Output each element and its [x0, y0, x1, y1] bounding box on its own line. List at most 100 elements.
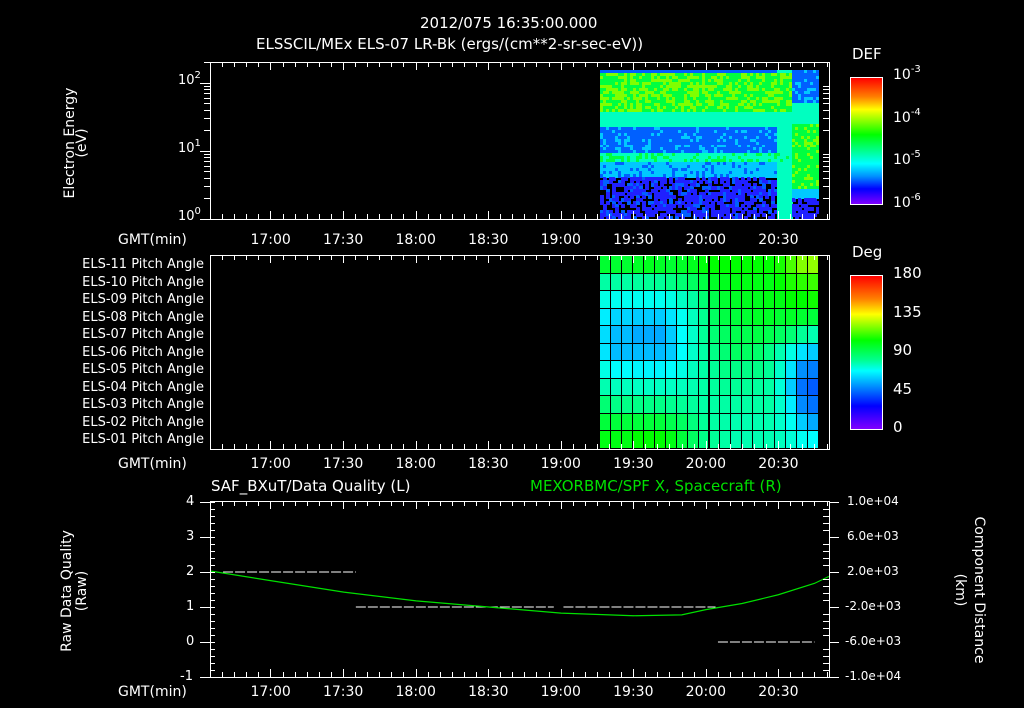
spectrogram-cell: [705, 99, 709, 104]
spectrogram-cell: [711, 75, 715, 80]
spectrogram-cell: [741, 153, 745, 157]
x-tick: [548, 501, 550, 506]
spectrogram-cell: [765, 204, 769, 208]
spectrogram-cell: [618, 117, 622, 122]
x-tick: [318, 62, 320, 67]
time-tick-label: 17:30: [322, 456, 364, 472]
spectrogram-cell: [612, 213, 616, 217]
spectrogram-cell: [624, 171, 628, 175]
gmt-label-2: GMT(min): [118, 456, 187, 472]
spectrogram-cell: [801, 126, 805, 131]
pitch-angle-cell: [709, 291, 721, 309]
y-minor-tick: [204, 165, 210, 167]
spectrogram-cell: [690, 186, 694, 190]
spectrogram-cell: [780, 159, 784, 163]
spectrogram-cell: [756, 150, 760, 154]
spectrogram-cell: [666, 204, 670, 208]
spectrogram-cell: [669, 96, 673, 101]
spectrogram-cell: [762, 162, 766, 166]
spectrogram-cell: [699, 165, 703, 169]
spectrogram-cell: [747, 147, 751, 151]
x-tick: [306, 255, 308, 260]
pitch-angle-cell: [709, 326, 721, 344]
spectrogram-cell: [636, 70, 640, 74]
spectrogram-cell: [651, 138, 655, 142]
spectrogram-cell: [801, 111, 805, 116]
spectrogram-cell: [636, 192, 640, 196]
pitch-angle-cell: [742, 378, 754, 397]
spectrogram-cell: [750, 105, 754, 110]
x-tick: [802, 214, 804, 219]
spectrogram-cell: [669, 108, 673, 113]
spectrogram-cell: [744, 141, 748, 145]
spectrogram-cell: [723, 174, 727, 178]
spectrogram-cell: [708, 144, 712, 148]
spectrogram-cell: [804, 90, 808, 95]
spectrogram-cell: [672, 70, 676, 74]
spectrogram-cell: [609, 70, 613, 74]
spectrogram-cell: [633, 153, 637, 157]
spectrogram-cell: [804, 165, 808, 169]
spectrogram-cell: [804, 186, 808, 190]
spectrogram-cell: [693, 81, 697, 86]
spectrogram-cell: [750, 111, 754, 116]
x-tick: [415, 441, 417, 449]
spectrogram-cell: [705, 198, 709, 202]
spectrogram-cell: [603, 207, 607, 211]
spectrogram-cell: [735, 132, 739, 137]
spectrogram-cell: [732, 123, 736, 128]
spectrogram-cell: [705, 165, 709, 169]
spectrogram-cell: [648, 81, 652, 86]
spectrogram-cell: [729, 84, 733, 89]
spectrogram-cell: [699, 171, 703, 175]
spectrogram-cell: [714, 111, 718, 116]
spectrogram-cell: [786, 70, 790, 74]
spectrogram-cell: [636, 162, 640, 166]
spectrogram-cell: [645, 70, 649, 74]
spectrogram-cell: [759, 87, 763, 92]
spectrogram-cell: [798, 72, 802, 77]
spectrogram-cell: [804, 195, 808, 199]
spectrogram-cell: [813, 129, 817, 134]
spectrogram-cell: [675, 135, 679, 140]
spectrogram-cell: [801, 183, 805, 187]
spectrogram-cell: [690, 156, 694, 160]
spectrogram-cell: [669, 138, 673, 142]
spectrogram-cell: [729, 123, 733, 128]
spectrogram-cell: [801, 138, 805, 142]
spectrogram-cell: [729, 70, 733, 74]
spectrogram-cell: [618, 105, 622, 110]
pitch-angle-cell: [731, 378, 743, 397]
spectrogram-cell: [660, 126, 664, 131]
spectrogram-cell: [603, 114, 607, 119]
spectrogram-cell: [726, 135, 730, 140]
spectrogram-cell: [759, 72, 763, 77]
y-minor-tick: [823, 165, 829, 167]
spectrogram-cell: [609, 126, 613, 131]
right-y-tick: [829, 572, 839, 573]
spectrogram-cell: [705, 72, 709, 77]
spectrogram-cell: [642, 90, 646, 95]
pitch-angle-cell: [786, 431, 798, 449]
x-tick: [282, 214, 284, 219]
spectrogram-cell: [807, 171, 811, 175]
spectrogram-cell: [777, 90, 781, 95]
spectrogram-cell: [681, 87, 685, 92]
data-quality-lines: [211, 570, 829, 643]
spectrogram-cell: [744, 114, 748, 119]
spectrogram-cell: [633, 70, 637, 74]
spectrogram-cell: [771, 195, 775, 199]
spectrogram-cell: [795, 159, 799, 163]
spectrogram-cell: [807, 105, 811, 110]
spectrogram-cell: [615, 70, 619, 74]
spectrogram-cell: [630, 192, 634, 196]
spectrogram-cell: [726, 123, 730, 128]
spectrogram-cell: [762, 90, 766, 95]
spectrogram-cell: [612, 111, 616, 116]
spectrogram-cell: [780, 147, 784, 151]
spectrogram-cell: [642, 171, 646, 175]
spectrogram-cell: [627, 162, 631, 166]
time-tick-label: 18:30: [468, 456, 509, 472]
spectrogram-cell: [609, 198, 613, 202]
spectrogram-cell: [792, 141, 796, 145]
